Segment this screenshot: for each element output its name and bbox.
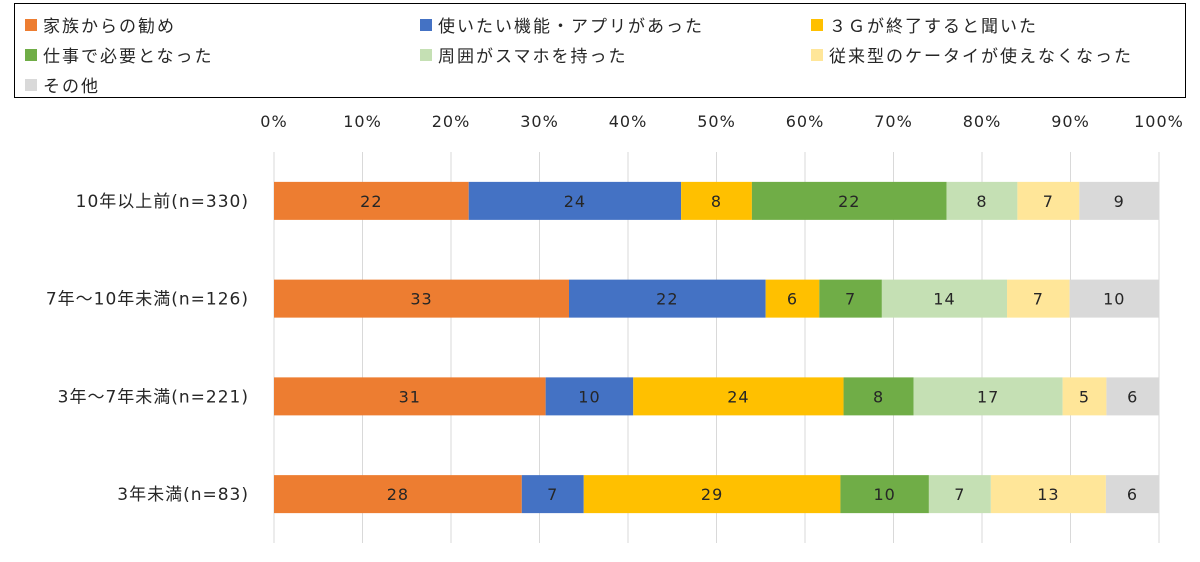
- legend-item: 家族からの勧め: [25, 12, 176, 37]
- data-label: 22: [656, 290, 678, 309]
- data-label: 28: [387, 485, 409, 504]
- x-tick-label: 40%: [609, 112, 648, 131]
- data-label: 33: [410, 290, 432, 309]
- legend-label: 周囲がスマホを持った: [438, 47, 628, 67]
- data-label: 7: [845, 290, 856, 309]
- data-label: 7: [1033, 290, 1044, 309]
- bar-segment: [1069, 279, 1159, 318]
- legend-label: ３Ｇが終了すると聞いた: [829, 17, 1038, 37]
- bar-segment: [881, 279, 1008, 318]
- bar-segment: [569, 279, 766, 318]
- data-label: 13: [1037, 485, 1059, 504]
- legend-label: 仕事で必要となった: [43, 47, 214, 67]
- bar-segment: [681, 181, 752, 220]
- data-label: 10: [578, 387, 600, 406]
- legend-swatch: [420, 18, 432, 31]
- x-tick-label: 0%: [260, 112, 287, 131]
- legend-item: その他: [25, 72, 100, 97]
- bar-segment: [819, 279, 882, 318]
- data-label: 6: [1127, 387, 1138, 406]
- bar-segment: [946, 181, 1018, 220]
- data-label: 5: [1079, 387, 1090, 406]
- bar-segment: [274, 181, 469, 220]
- bar-segment: [1105, 475, 1159, 514]
- data-label: 7: [547, 485, 558, 504]
- x-tick-label: 60%: [786, 112, 825, 131]
- bar-segment: [990, 475, 1106, 514]
- data-label: 8: [873, 387, 884, 406]
- bar-segment: [1079, 181, 1159, 220]
- x-tick-label: 80%: [963, 112, 1002, 131]
- bar-segment: [468, 181, 682, 220]
- x-tick-label: 100%: [1134, 112, 1184, 131]
- x-tick-label: 70%: [874, 112, 913, 131]
- category-label: 7年〜10年未満(n=126): [46, 290, 249, 310]
- data-label: 22: [838, 192, 860, 211]
- legend-label: 家族からの勧め: [43, 17, 176, 37]
- bar-segment: [1017, 181, 1080, 220]
- data-label: 6: [787, 290, 798, 309]
- bar-segment: [274, 475, 522, 514]
- bar-segment: [545, 377, 634, 416]
- data-label: 17: [977, 387, 999, 406]
- data-label: 10: [1103, 290, 1125, 309]
- legend-label: その他: [43, 77, 100, 97]
- data-label: 24: [564, 192, 586, 211]
- bar-segment: [1106, 377, 1159, 416]
- data-label: 9: [1114, 192, 1125, 211]
- data-label: 7: [1043, 192, 1054, 211]
- bar-segment: [274, 279, 569, 318]
- legend-swatch: [811, 48, 823, 61]
- data-label: 6: [1127, 485, 1138, 504]
- data-label: 10: [873, 485, 895, 504]
- legend-label: 使いたい機能・アプリがあった: [438, 17, 704, 37]
- data-label: 29: [701, 485, 723, 504]
- bar-segment: [1062, 377, 1107, 416]
- bar-segment: [913, 377, 1063, 416]
- legend-item: 使いたい機能・アプリがあった: [420, 12, 704, 37]
- bar-segment: [583, 475, 841, 514]
- category-label: 10年以上前(n=330): [76, 192, 249, 212]
- bar-segment: [633, 377, 844, 416]
- legend-swatch: [25, 18, 37, 31]
- legend-swatch: [811, 18, 823, 31]
- legend-swatch: [420, 48, 432, 61]
- category-label: 3年〜7年未満(n=221): [58, 387, 249, 407]
- bar-segment: [1007, 279, 1070, 318]
- data-label: 7: [954, 485, 965, 504]
- x-tick-label: 50%: [697, 112, 736, 131]
- x-tick-label: 10%: [343, 112, 382, 131]
- legend-item: 従来型のケータイが使えなくなった: [811, 42, 1133, 67]
- legend-label: 従来型のケータイが使えなくなった: [829, 47, 1133, 67]
- bar-segment: [840, 475, 929, 514]
- legend-item: ３Ｇが終了すると聞いた: [811, 12, 1038, 37]
- legend-item: 周囲がスマホを持った: [420, 42, 628, 67]
- data-label: 14: [933, 290, 955, 309]
- legend-swatch: [25, 48, 37, 61]
- data-label: 22: [360, 192, 382, 211]
- x-tick-label: 20%: [432, 112, 471, 131]
- legend-swatch: [25, 78, 37, 91]
- legend-item: 仕事で必要となった: [25, 42, 214, 67]
- data-label: 8: [711, 192, 722, 211]
- bar-segment: [751, 181, 947, 220]
- bar-segment: [843, 377, 914, 416]
- chart-legend: 家族からの勧め 使いたい機能・アプリがあった ３Ｇが終了すると聞いた仕事で必要となっ…: [14, 3, 1186, 98]
- x-tick-label: 90%: [1051, 112, 1090, 131]
- bar-segment: [521, 475, 584, 514]
- bar-segment: [765, 279, 820, 318]
- bar-segment: [274, 377, 546, 416]
- data-label: 31: [399, 387, 421, 406]
- x-tick-label: 30%: [520, 112, 559, 131]
- bar-segment: [928, 475, 991, 514]
- data-label: 8: [976, 192, 987, 211]
- category-label: 3年未満(n=83): [117, 485, 249, 505]
- data-label: 24: [727, 387, 749, 406]
